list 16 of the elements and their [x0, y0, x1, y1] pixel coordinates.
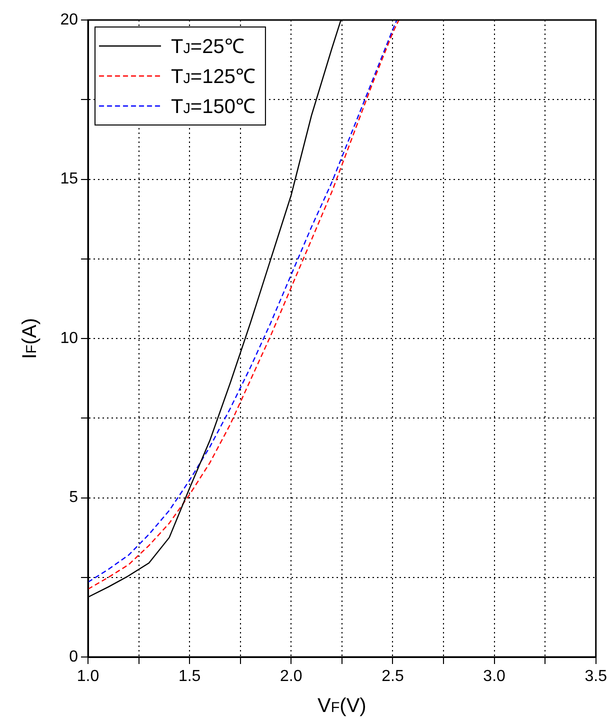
y-tick-label: 0 [69, 648, 78, 666]
y-tick-label: 15 [60, 170, 78, 188]
y-tick-label: 5 [69, 489, 78, 506]
x-tick-label: 2.5 [382, 668, 404, 686]
x-tick-label: 1.0 [76, 668, 100, 686]
legend-label: TJ=125℃ [171, 66, 256, 88]
y-tick-label: 20 [60, 11, 78, 28]
y-axis-title: IF(A) [19, 318, 41, 360]
legend-label: TJ=25℃ [171, 36, 244, 58]
legend-label: TJ=150℃ [171, 96, 256, 118]
y-tick-label: 10 [60, 330, 78, 347]
x-tick-label: 1.5 [178, 668, 201, 686]
x-axis-title: VF(V) [318, 695, 366, 717]
x-tick-label: 3.0 [483, 668, 506, 686]
x-tick-label: 2.0 [280, 668, 302, 686]
x-tick-label: 3.5 [584, 668, 608, 686]
